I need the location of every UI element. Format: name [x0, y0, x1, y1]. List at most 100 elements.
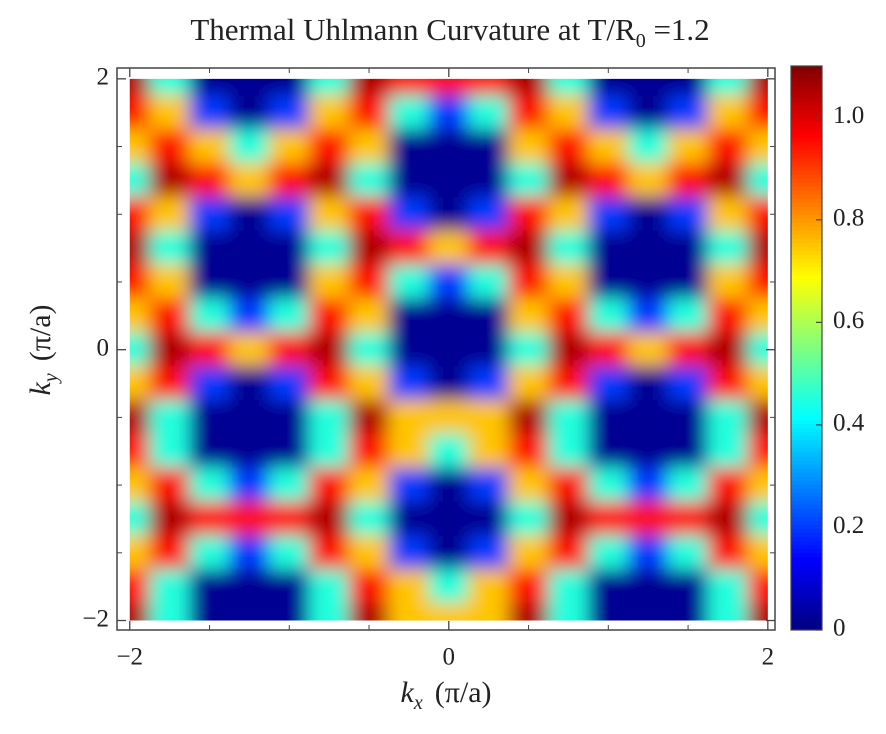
colorbar-segment [791, 375, 822, 381]
colorbar-segment [791, 351, 822, 357]
heatmap-cell [547, 433, 589, 469]
heatmap-cell [268, 366, 310, 401]
heatmap-cell [308, 298, 350, 334]
heatmap-cell [428, 230, 470, 266]
heatmap-cell [228, 501, 270, 537]
colorbar-segment [791, 420, 822, 425]
heatmap-cell [627, 467, 669, 503]
heatmap-cell [627, 501, 669, 537]
colorbar-segment [791, 251, 822, 256]
colorbar-segment [791, 452, 822, 458]
colorbar-tick-label: 0.4 [833, 410, 865, 437]
colorbar-tick-label: 0 [833, 615, 846, 642]
colorbar-segment [791, 85, 822, 91]
colorbar-segment [791, 287, 822, 292]
heatmap-cell [228, 264, 270, 300]
heatmap-cell [627, 129, 669, 164]
heatmap-cell [129, 196, 151, 232]
colorbar-segment [791, 271, 822, 276]
colorbar-segment [791, 379, 822, 385]
heatmap-cell [468, 399, 510, 435]
colorbar-segment [791, 593, 822, 599]
colorbar-segment [791, 520, 822, 526]
heatmap-cell [149, 196, 191, 232]
heatmap-cell [587, 366, 629, 401]
heatmap-cell [547, 230, 589, 266]
heatmap-cell [627, 366, 669, 401]
colorbar-segment [791, 545, 822, 550]
heatmap-cell [268, 230, 310, 266]
heatmap-cell [747, 78, 768, 97]
colorbar-segment [791, 581, 822, 586]
colorbar-segment [791, 625, 822, 631]
y-label-subscript: y [40, 373, 62, 384]
colorbar-segment [791, 537, 822, 542]
heatmap-cell [587, 298, 629, 334]
colorbar-segment [791, 315, 822, 321]
heatmap-cell [348, 196, 390, 232]
heatmap-cell [268, 264, 310, 300]
heatmap-cell [348, 501, 390, 537]
title-main: Thermal Uhlmann Curvature at T/R [190, 12, 636, 47]
heatmap-cell [508, 264, 549, 300]
colorbar-segment [791, 226, 822, 232]
heatmap-cell [468, 95, 510, 131]
heatmap-cell [189, 433, 230, 469]
colorbar-segment [791, 476, 822, 482]
colorbar-segment [791, 202, 822, 208]
heatmap-cell [268, 162, 310, 198]
heatmap-cell [547, 366, 589, 401]
heatmap-cell [747, 501, 768, 537]
heatmap-cell [388, 366, 430, 401]
colorbar-segment [791, 170, 822, 176]
colorbar-segment [791, 242, 822, 248]
heatmap-cell [388, 433, 430, 469]
colorbar-segment [791, 528, 822, 534]
colorbar-segment [791, 565, 822, 570]
heatmap-cell [667, 569, 709, 605]
colorbar-segment [791, 557, 822, 562]
heatmap-cell [667, 501, 709, 537]
heatmap-cell [667, 399, 709, 435]
heatmap-cell [129, 535, 151, 571]
colorbar-segment [791, 363, 822, 369]
heatmap-cell [468, 535, 510, 571]
heatmap-cell [129, 433, 151, 469]
colorbar-segment [791, 331, 822, 337]
heatmap-cell [189, 569, 230, 605]
heatmap-cell [388, 95, 430, 131]
heatmap-cell [228, 196, 270, 232]
heatmap-cell [308, 569, 350, 605]
colorbar-segment [791, 186, 822, 192]
heatmap-cell [468, 467, 510, 503]
heatmap-cell [348, 399, 390, 435]
heatmap-cell [388, 603, 430, 621]
colorbar-segment [791, 93, 822, 99]
heatmap-cell [468, 78, 510, 97]
colorbar-segment [791, 234, 822, 240]
heatmap-cell [268, 535, 310, 571]
heatmap-cell [667, 230, 709, 266]
heatmap-cell [547, 196, 589, 232]
heatmap-cell [149, 332, 191, 368]
heatmap-cell [667, 366, 709, 401]
heatmap-cell [747, 162, 768, 198]
plot-frame [116, 67, 776, 631]
heatmap-cell [348, 366, 390, 401]
heatmap-cell [228, 230, 270, 266]
heatmap-cell [547, 298, 589, 334]
heatmap-cell [707, 95, 749, 131]
heatmap-cell [547, 129, 589, 164]
heatmap-cell [587, 230, 629, 266]
heatmap-cell [149, 535, 191, 571]
colorbar-tick-label: 0.6 [833, 307, 864, 334]
colorbar-segment [791, 359, 822, 365]
heatmap-cell [468, 569, 510, 605]
colorbar-segment [791, 303, 822, 309]
heatmap-cell [627, 603, 669, 621]
heatmap-cell [189, 230, 230, 266]
colorbar-segment [791, 182, 822, 188]
heatmap-cell [587, 78, 629, 97]
chart-title: Thermal Uhlmann Curvature at T/R0 =1.2 [190, 12, 709, 52]
colorbar-segment [791, 154, 822, 159]
